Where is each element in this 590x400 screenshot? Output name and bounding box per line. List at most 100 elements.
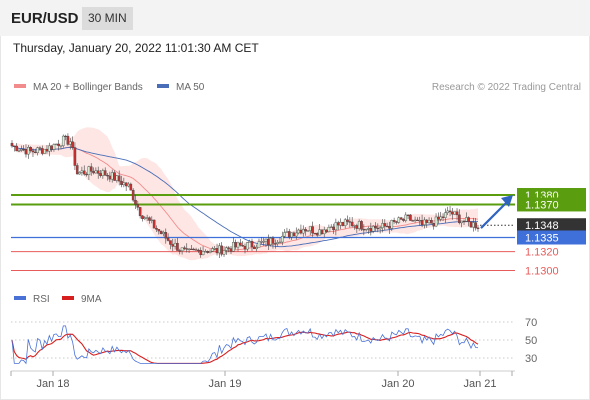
candle-up <box>397 217 401 223</box>
candle-up <box>418 220 422 222</box>
candle-down <box>220 245 224 255</box>
support-label: 1.1320 <box>525 247 559 259</box>
candle-up <box>290 232 293 238</box>
candle-down <box>157 229 161 232</box>
candle-up <box>59 145 63 147</box>
candle-up <box>264 238 268 242</box>
resistance-label: 1.1370 <box>525 199 559 211</box>
x-tick-label: Jan 19 <box>208 378 241 390</box>
rsi-panel: RSI 9MA 70 50 30 <box>11 294 537 365</box>
pivot-tag <box>517 230 586 245</box>
candle-up <box>218 245 221 254</box>
candle-down <box>385 225 389 228</box>
candle-down <box>148 217 151 221</box>
candle-down <box>241 245 244 247</box>
rsi-tick-label: 50 <box>525 335 537 347</box>
candle-down <box>392 220 396 222</box>
symbol-title: EUR/USD <box>11 10 79 27</box>
candle-down <box>227 247 230 249</box>
candle-down <box>395 221 398 223</box>
candle-up <box>47 145 51 152</box>
candle-up <box>260 241 263 243</box>
x-axis: Jan 18 Jan 19 Jan 20 Jan 21 <box>10 370 515 390</box>
candle-down <box>82 170 86 175</box>
candle-down <box>138 207 142 217</box>
legend-swatch <box>62 296 74 300</box>
candle-up <box>232 242 235 252</box>
candle-up <box>122 182 126 185</box>
candle-up <box>446 210 450 213</box>
candle-down <box>411 220 415 222</box>
candle-down <box>38 147 42 149</box>
candle-up <box>367 228 370 230</box>
candle-up <box>460 220 463 224</box>
candle-up <box>357 221 361 229</box>
candle-down <box>199 250 203 256</box>
candle-down <box>40 148 44 154</box>
candle-down <box>432 223 436 227</box>
candle-down <box>399 217 403 220</box>
candle-up <box>276 242 279 244</box>
candle-up <box>43 148 46 154</box>
candle-up <box>472 222 475 228</box>
candle-down <box>113 172 116 181</box>
candle-up <box>61 135 65 146</box>
candle-down <box>178 250 182 252</box>
candle-up <box>143 217 147 219</box>
candle-down <box>229 248 233 252</box>
candle-up <box>208 251 212 253</box>
candle-down <box>369 228 373 232</box>
legend-label: MA 20 + Bollinger Bands <box>33 82 143 93</box>
timeframe-badge[interactable]: 30 MIN <box>82 7 133 30</box>
candle-down <box>469 221 473 228</box>
candle-down <box>437 216 440 220</box>
candle-up <box>308 226 312 231</box>
candle-down <box>273 243 277 245</box>
candle-down <box>409 214 412 221</box>
candle-down <box>425 219 429 223</box>
candle-up <box>246 242 249 250</box>
candle-up <box>262 241 265 243</box>
candle-down <box>383 223 387 227</box>
candle-up <box>439 216 443 220</box>
candle-up <box>204 251 207 253</box>
candle-down <box>155 227 158 230</box>
candle-up <box>52 144 56 150</box>
candle-down <box>185 248 189 250</box>
current-price-tag <box>517 218 586 233</box>
candle-down <box>45 148 49 152</box>
candle-down <box>129 183 133 191</box>
candle-up <box>94 170 98 174</box>
candle-down <box>467 217 470 223</box>
candle-down <box>106 175 109 177</box>
rsi-tick-label: 70 <box>525 317 537 329</box>
candle-down <box>194 249 198 251</box>
candle-down <box>292 232 296 237</box>
candle-up <box>371 225 375 232</box>
candle-down <box>99 173 102 176</box>
candle-up <box>285 231 289 233</box>
main-legend: MA 20 + Bollinger Bands MA 50 Research © 2… <box>14 82 581 93</box>
candle-down <box>197 249 200 252</box>
candle-down <box>455 211 459 216</box>
candle-up <box>201 251 205 256</box>
candle-up <box>413 219 417 222</box>
candle-down <box>388 226 391 229</box>
candle-down <box>192 248 196 251</box>
candle-up <box>78 172 81 175</box>
candle-down <box>29 147 32 151</box>
candle-up <box>404 214 408 221</box>
candle-down <box>243 245 247 250</box>
candle-down <box>362 229 366 231</box>
candle-down <box>50 145 53 150</box>
candle-down <box>346 219 349 222</box>
candle-down <box>71 141 74 148</box>
candle-down <box>169 240 172 245</box>
candle-up <box>280 236 284 243</box>
candle-up <box>378 227 382 230</box>
ma50-line <box>12 145 479 248</box>
candle-up <box>68 141 72 145</box>
